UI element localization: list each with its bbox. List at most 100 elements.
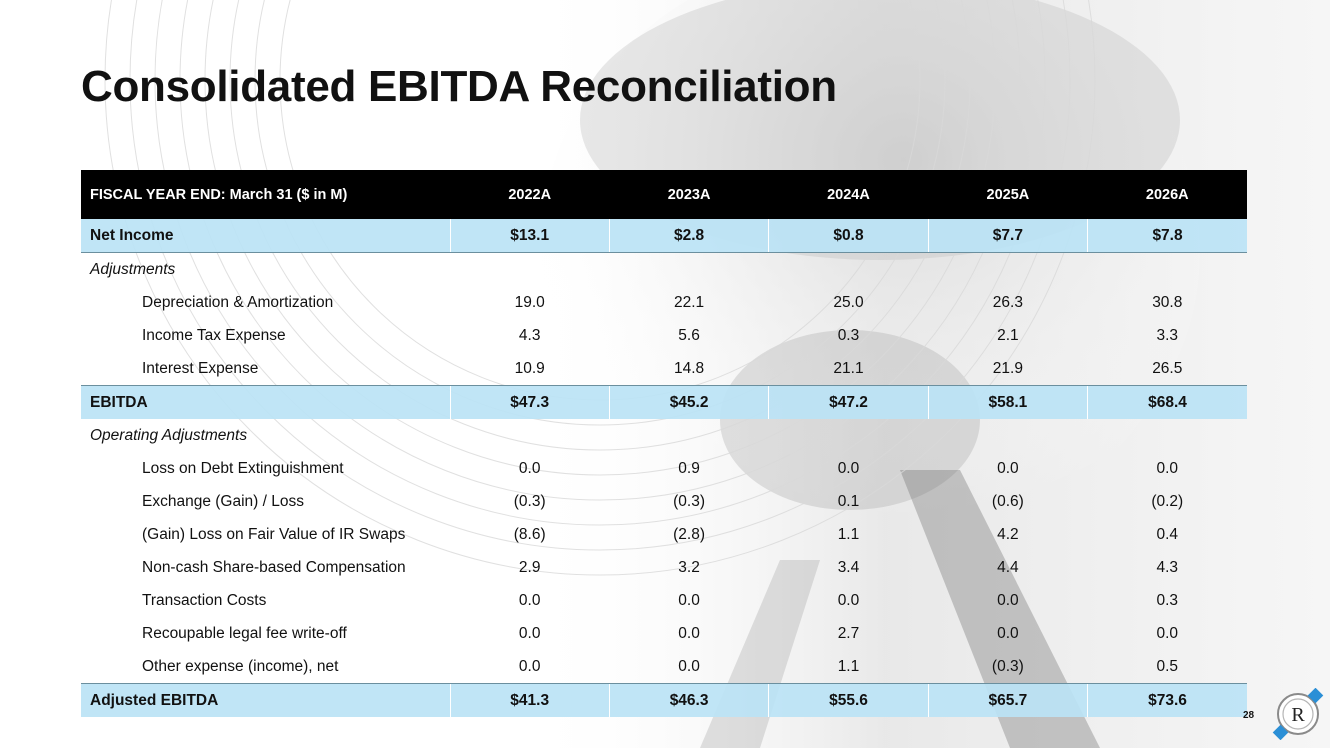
header-year: 2022A xyxy=(508,186,552,203)
row-value: 0.0 xyxy=(997,459,1019,477)
row-value xyxy=(769,419,928,452)
row-value: $47.3 xyxy=(449,385,610,419)
row-value: 26.5 xyxy=(1152,359,1183,377)
row-value: $2.8 xyxy=(608,219,769,253)
row-value: 0.0 xyxy=(678,624,700,642)
row-value xyxy=(450,419,609,452)
row-label: Adjusted EBITDA xyxy=(81,683,450,717)
row-value: $7.8 xyxy=(1087,219,1247,253)
row-value: 21.1 xyxy=(833,359,864,377)
row-value: (2.8) xyxy=(673,525,706,543)
ebitda-reconciliation-table: FISCAL YEAR END: March 31 ($ in M) 2022A… xyxy=(81,170,1247,717)
row-value: 0.0 xyxy=(678,657,700,675)
row-label: Transaction Costs xyxy=(142,591,267,609)
row-value: 2.1 xyxy=(997,326,1019,344)
row-value: 22.1 xyxy=(674,293,705,311)
row-value: 4.2 xyxy=(997,525,1019,543)
row-value: 2.9 xyxy=(518,558,541,576)
row-label: (Gain) Loss on Fair Value of IR Swaps xyxy=(142,525,406,543)
row-value: (8.6) xyxy=(513,525,546,543)
row-value: 3.2 xyxy=(678,558,700,576)
row-value: (0.3) xyxy=(513,492,546,510)
header-year: 2023A xyxy=(667,186,711,203)
row-value: 21.9 xyxy=(992,359,1023,377)
table-row: Income Tax Expense 4.3 5.6 0.3 2.1 3.3 xyxy=(81,319,1247,352)
row-value: $68.4 xyxy=(1087,385,1247,419)
row-value: 0.0 xyxy=(518,657,541,675)
row-value: $73.6 xyxy=(1087,683,1247,717)
row-value: 10.9 xyxy=(514,359,545,377)
row-label: Depreciation & Amortization xyxy=(142,293,334,311)
row-value: 1.1 xyxy=(837,525,860,543)
row-value: 5.6 xyxy=(678,326,700,344)
row-label: Loss on Debt Extinguishment xyxy=(142,459,344,477)
row-value: 19.0 xyxy=(514,293,545,311)
row-value: 14.8 xyxy=(674,359,705,377)
row-value: $45.2 xyxy=(608,385,769,419)
row-value: (0.2) xyxy=(1151,492,1184,510)
row-label: Interest Expense xyxy=(142,359,259,377)
table-row: Non-cash Share-based Compensation 2.9 3.2 3… xyxy=(81,551,1247,584)
header-year: 2025A xyxy=(986,186,1030,203)
row-label: Adjustments xyxy=(90,260,176,278)
row-value: 0.5 xyxy=(1156,657,1179,675)
row-label: Income Tax Expense xyxy=(142,326,286,344)
row-value: 30.8 xyxy=(1152,293,1183,311)
row-value: 0.0 xyxy=(837,591,860,609)
section-row: Adjustments xyxy=(81,253,1247,287)
page-title: Consolidated EBITDA Reconciliation xyxy=(81,62,837,111)
row-value: 0.0 xyxy=(518,624,541,642)
row-value xyxy=(928,419,1087,452)
table-row: (Gain) Loss on Fair Value of IR Swaps (8.… xyxy=(81,518,1247,551)
row-value: $58.1 xyxy=(927,385,1088,419)
row-value xyxy=(1088,253,1247,287)
row-value: 0.4 xyxy=(1156,525,1179,543)
row-value: 0.9 xyxy=(678,459,700,477)
row-value: 0.0 xyxy=(518,459,541,477)
row-value: 0.0 xyxy=(837,459,860,477)
row-value: 0.0 xyxy=(1156,624,1179,642)
ebitda-table-container: FISCAL YEAR END: March 31 ($ in M) 2022A… xyxy=(81,170,1247,717)
table-row: Exchange (Gain) / Loss (0.3) (0.3) 0.1 (0.6)… xyxy=(81,485,1247,518)
row-value xyxy=(928,253,1087,287)
header-year: 2024A xyxy=(827,186,870,203)
row-value: 25.0 xyxy=(833,293,864,311)
row-value: $41.3 xyxy=(449,683,610,717)
row-label: Recoupable legal fee write-off xyxy=(142,624,347,642)
row-value: 0.3 xyxy=(837,326,860,344)
row-value: 0.0 xyxy=(997,624,1019,642)
table-row: Transaction Costs 0.0 0.0 0.0 0.0 0.3 xyxy=(81,584,1247,617)
row-label: EBITDA xyxy=(81,385,450,419)
table-body: Net Income $13.1 $2.8 $0.8 $7.7 $7.8 Adjustmen… xyxy=(81,219,1247,717)
header-year: 2026A xyxy=(1145,186,1189,203)
row-value xyxy=(450,253,609,287)
table-row: Other expense (income), net 0.0 0.0 1.1 (0.3… xyxy=(81,650,1247,684)
row-value xyxy=(769,253,928,287)
row-value: $47.2 xyxy=(768,385,929,419)
row-label: Operating Adjustments xyxy=(90,426,248,444)
row-value: $0.8 xyxy=(768,219,929,253)
table-row: Loss on Debt Extinguishment 0.0 0.9 0.0 0.0 0… xyxy=(81,452,1247,485)
row-value: 26.3 xyxy=(992,293,1023,311)
row-label: Exchange (Gain) / Loss xyxy=(142,492,304,510)
row-value: 3.3 xyxy=(1156,326,1179,344)
row-label: Other expense (income), net xyxy=(142,657,339,675)
row-value: $46.3 xyxy=(608,683,769,717)
row-value: 3.4 xyxy=(837,558,860,576)
row-value: 0.0 xyxy=(518,591,541,609)
header-label: FISCAL YEAR END: March 31 ($ in M) xyxy=(90,186,348,203)
row-value: 4.3 xyxy=(1156,558,1179,576)
table-row: Depreciation & Amortization 19.0 22.1 25.0 2… xyxy=(81,286,1247,319)
row-value: $65.7 xyxy=(927,683,1088,717)
row-value: 4.3 xyxy=(518,326,541,344)
row-value xyxy=(609,419,768,452)
row-value xyxy=(609,253,768,287)
row-value: 0.0 xyxy=(678,591,700,609)
row-value: (0.6) xyxy=(991,492,1024,510)
table-row: Recoupable legal fee write-off 0.0 0.0 2.7 0… xyxy=(81,617,1247,650)
row-value: 0.3 xyxy=(1156,591,1179,609)
total-row: Net Income $13.1 $2.8 $0.8 $7.7 $7.8 xyxy=(81,219,1247,253)
row-label: Net Income xyxy=(81,219,450,253)
section-row: Operating Adjustments xyxy=(81,419,1247,452)
row-value: $55.6 xyxy=(768,683,929,717)
